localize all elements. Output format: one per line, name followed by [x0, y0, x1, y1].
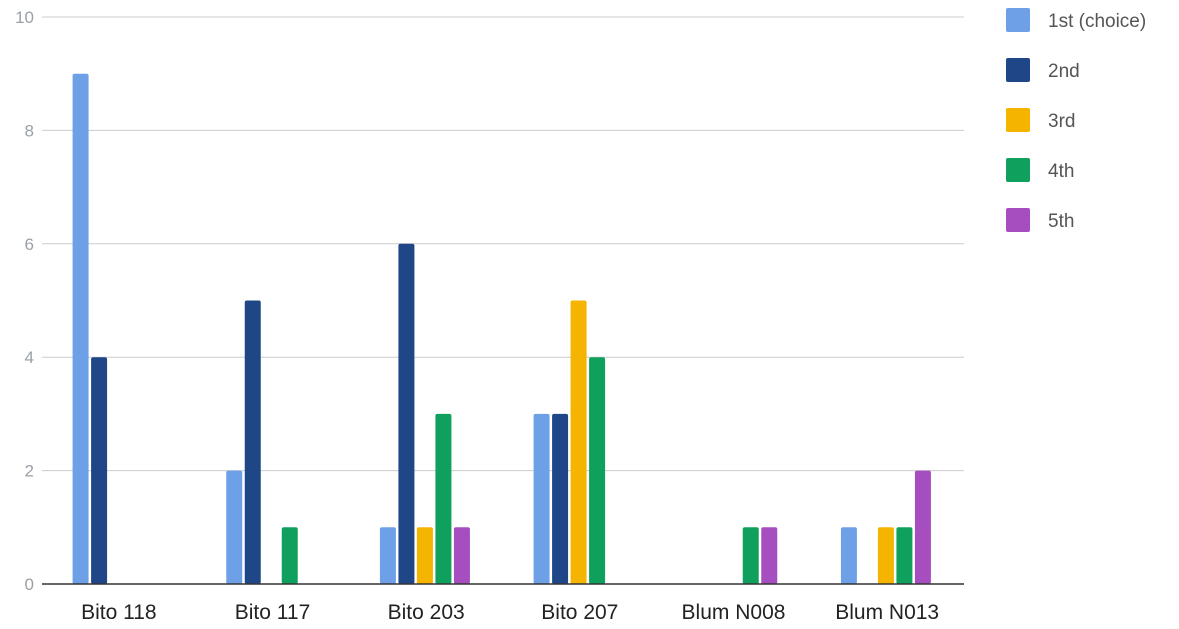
x-axis-labels: Bito 118 Bito 117 Bito 203 Bito 207 Blum N00…	[81, 601, 939, 624]
gridlines	[42, 16, 964, 472]
bar	[914, 470, 931, 584]
bar	[570, 300, 587, 584]
legend: 1st (choice) 2nd 3rd 4th 5th	[1006, 8, 1146, 232]
bar	[244, 300, 261, 584]
x-category-label: Bito 207	[541, 601, 618, 624]
legend-label: 1st (choice)	[1048, 11, 1146, 32]
legend-label: 2nd	[1048, 61, 1080, 82]
bar	[91, 357, 108, 584]
bars	[72, 73, 931, 585]
legend-label: 5th	[1048, 211, 1074, 232]
bar	[416, 527, 433, 584]
bar	[72, 73, 89, 584]
bar	[379, 527, 396, 584]
x-category-label: Bito 203	[388, 601, 465, 624]
legend-swatch	[1006, 58, 1030, 82]
x-category-label: Bito 118	[81, 601, 157, 624]
y-tick-label: 8	[25, 121, 34, 140]
legend-swatch	[1006, 158, 1030, 182]
x-category-label: Bito 117	[235, 601, 311, 624]
x-category-label: Blum N013	[835, 601, 939, 624]
legend-label: 4th	[1048, 161, 1074, 182]
bar	[840, 527, 857, 584]
bar	[896, 527, 913, 584]
y-tick-label: 0	[25, 575, 34, 594]
bar	[226, 470, 243, 584]
y-tick-label: 10	[15, 8, 34, 27]
bar	[877, 527, 894, 584]
bar	[552, 413, 569, 584]
y-axis-ticks: 0 2 4 6 8 10	[15, 8, 34, 594]
bar	[435, 413, 452, 584]
bar	[281, 527, 298, 584]
y-tick-label: 6	[25, 235, 34, 254]
legend-swatch	[1006, 108, 1030, 132]
bar	[398, 243, 415, 585]
y-tick-label: 2	[25, 462, 34, 481]
bar	[533, 413, 550, 584]
bar	[761, 527, 778, 584]
x-category-label: Blum N008	[682, 601, 786, 624]
legend-label: 3rd	[1048, 111, 1075, 132]
bar	[589, 357, 606, 584]
bar	[453, 527, 470, 584]
bar	[742, 527, 759, 584]
y-tick-label: 4	[25, 348, 34, 367]
legend-swatch	[1006, 8, 1030, 32]
legend-swatch	[1006, 208, 1030, 232]
